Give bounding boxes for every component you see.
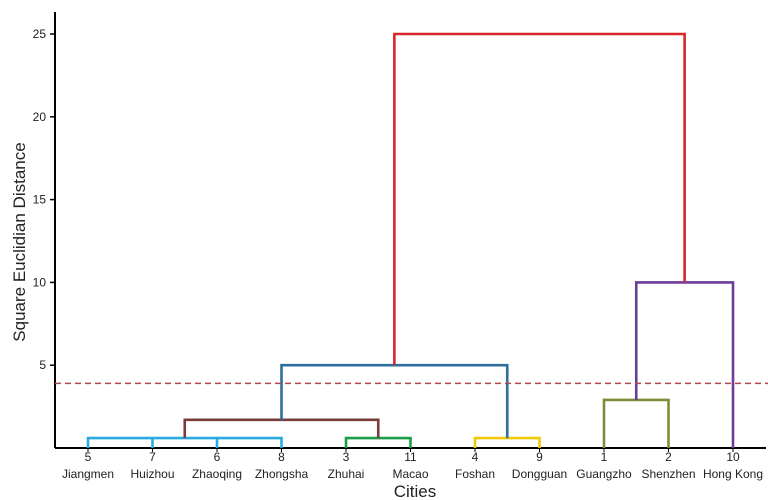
leaf-id-label: 9 bbox=[536, 450, 543, 464]
leaf-id-label: 10 bbox=[726, 450, 740, 464]
y-tick-label: 15 bbox=[33, 193, 47, 207]
leaf-name-label: Zhongsha bbox=[255, 467, 309, 481]
leaf-name-label: Shenzhen bbox=[641, 467, 695, 481]
link-cluster-3-11 bbox=[344, 436, 412, 448]
leaf-name-label: Guangzho bbox=[576, 467, 632, 481]
leaf-name-label: Foshan bbox=[455, 467, 495, 481]
y-axis-title: Square Euclidian Distance bbox=[10, 142, 29, 341]
leaf-labels: 5 Jiangmen 7 Huizhou 6 Zhaoqing 8 Zhongsha 3 Zhuh… bbox=[62, 448, 763, 481]
link-merge-right-group bbox=[634, 281, 735, 448]
leaf-id-label: 4 bbox=[472, 450, 479, 464]
dendrogram-links bbox=[86, 32, 735, 448]
x-axis-title: Cities bbox=[394, 482, 437, 500]
leaf-id-label: 8 bbox=[278, 450, 285, 464]
leaf-id-label: 6 bbox=[214, 450, 221, 464]
leaf-name-label: Zhaoqing bbox=[192, 467, 242, 481]
link-cluster-5-7-6-8 bbox=[86, 436, 283, 448]
link-root-merge bbox=[393, 32, 686, 366]
leaf-name-label: Hong Kong bbox=[703, 467, 763, 481]
leaf-id-label: 11 bbox=[404, 450, 417, 464]
y-tick-label: 10 bbox=[33, 275, 47, 289]
y-tick-label: 20 bbox=[33, 110, 47, 124]
leaf-name-label: Jiangmen bbox=[62, 467, 114, 481]
link-merge-c1-c2 bbox=[183, 418, 380, 439]
y-tick-label: 5 bbox=[39, 358, 46, 372]
leaf-id-label: 3 bbox=[343, 450, 350, 464]
link-cluster-1-2 bbox=[602, 398, 670, 448]
axes bbox=[54, 12, 766, 449]
link-cluster-4-9 bbox=[473, 436, 541, 448]
y-tick-label: 25 bbox=[33, 27, 47, 41]
leaf-id-label: 7 bbox=[149, 450, 156, 464]
leaf-name-label: Dongguan bbox=[512, 467, 567, 481]
leaf-name-label: Zhuhai bbox=[328, 467, 365, 481]
y-ticks: 5 10 15 20 25 bbox=[33, 27, 55, 372]
leaf-id-label: 2 bbox=[665, 450, 672, 464]
leaf-name-label: Huizhou bbox=[130, 467, 174, 481]
leaf-id-label: 1 bbox=[601, 450, 608, 464]
leaf-id-label: 5 bbox=[85, 450, 92, 464]
leaf-name-label: Macao bbox=[392, 467, 428, 481]
link-merge-left-group bbox=[280, 363, 509, 439]
